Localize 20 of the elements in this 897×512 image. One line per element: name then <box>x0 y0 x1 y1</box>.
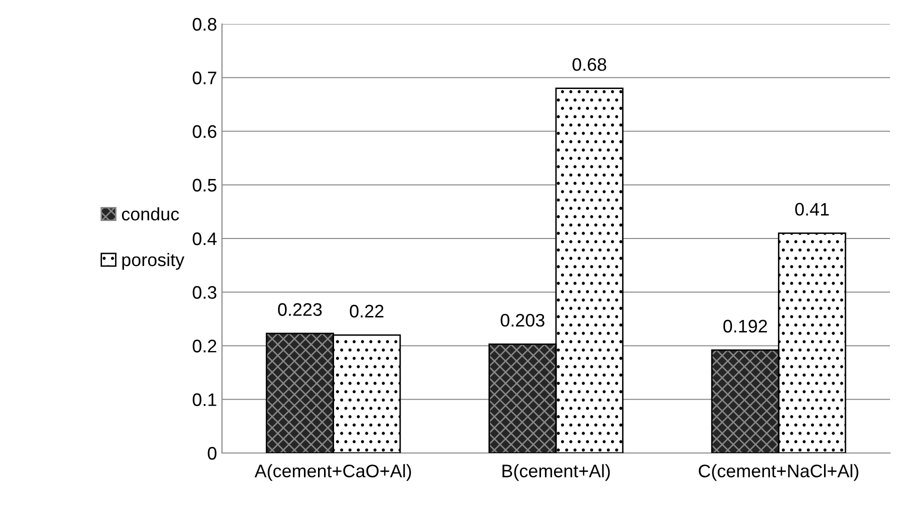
y-tick-label: 0.1 <box>192 393 216 406</box>
y-tick-label: 0.4 <box>192 232 217 246</box>
x-tick-label: B(cement+Al) <box>502 464 610 481</box>
y-tick-label: 0 <box>208 446 216 460</box>
data-label: 0.223 <box>278 303 322 316</box>
data-label: 0.203 <box>500 314 544 327</box>
y-tick-label: 0.5 <box>192 178 216 192</box>
y-tick-label: 0.3 <box>192 286 216 299</box>
legend-label: porosity <box>122 252 184 270</box>
y-tick-label: 0.7 <box>192 72 216 84</box>
data-label: 0.68 <box>572 58 606 71</box>
x-tick-label: C(cement+NaCl+Al) <box>698 464 858 481</box>
y-tick-label: 0.2 <box>192 340 216 352</box>
y-tick-label: 0.6 <box>192 125 216 138</box>
y-tick-label: 0.8 <box>192 18 216 31</box>
legend-label: conduc <box>122 207 179 220</box>
data-label: 0.22 <box>350 304 384 318</box>
x-tick-label: A(cement+CaO+Al) <box>254 464 411 481</box>
data-label: 0.192 <box>723 320 767 333</box>
data-label: 0.41 <box>795 202 829 216</box>
